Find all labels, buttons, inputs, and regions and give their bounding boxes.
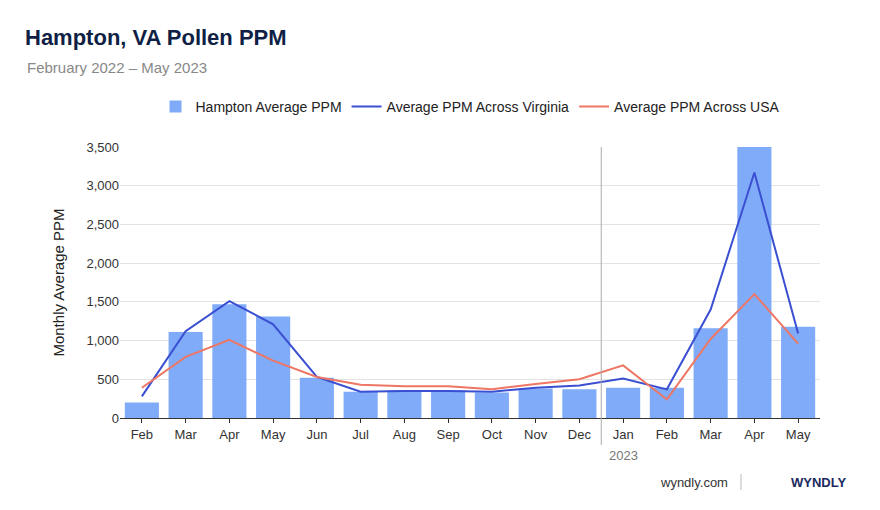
svg-text:May: May	[261, 427, 286, 442]
svg-text:Sep: Sep	[437, 427, 460, 442]
svg-text:3,000: 3,000	[86, 178, 119, 193]
svg-text:Monthly Average PPM: Monthly Average PPM	[50, 208, 67, 356]
svg-text:Dec: Dec	[568, 427, 592, 442]
svg-text:Hampton Average PPM: Hampton Average PPM	[196, 99, 342, 115]
svg-text:Feb: Feb	[656, 427, 678, 442]
svg-text:2023: 2023	[609, 448, 638, 463]
svg-text:1,000: 1,000	[86, 333, 119, 348]
svg-text:Average PPM Across USA: Average PPM Across USA	[614, 99, 779, 115]
svg-text:Average PPM Across Virginia: Average PPM Across Virginia	[387, 99, 570, 115]
svg-text:Aug: Aug	[393, 427, 416, 442]
svg-text:wyndly.com: wyndly.com	[660, 475, 728, 490]
svg-text:2,000: 2,000	[86, 256, 119, 271]
svg-text:WYNDLY: WYNDLY	[791, 475, 846, 490]
svg-text:Mar: Mar	[174, 427, 197, 442]
svg-text:1,500: 1,500	[86, 294, 119, 309]
svg-text:Feb: Feb	[131, 427, 153, 442]
svg-text:February 2022 – May 2023: February 2022 – May 2023	[27, 59, 207, 76]
svg-text:Mar: Mar	[699, 427, 722, 442]
svg-text:Jul: Jul	[352, 427, 369, 442]
svg-text:Oct: Oct	[482, 427, 503, 442]
svg-text:Apr: Apr	[219, 427, 240, 442]
svg-text:2,500: 2,500	[86, 217, 119, 232]
svg-text:Jun: Jun	[306, 427, 327, 442]
svg-text:0: 0	[112, 411, 119, 426]
svg-text:Nov: Nov	[524, 427, 548, 442]
svg-text:Apr: Apr	[744, 427, 765, 442]
svg-text:3,500: 3,500	[86, 140, 119, 155]
svg-text:Hampton, VA Pollen PPM: Hampton, VA Pollen PPM	[25, 25, 287, 50]
svg-text:Jan: Jan	[613, 427, 634, 442]
svg-text:May: May	[786, 427, 811, 442]
svg-text:500: 500	[97, 372, 119, 387]
